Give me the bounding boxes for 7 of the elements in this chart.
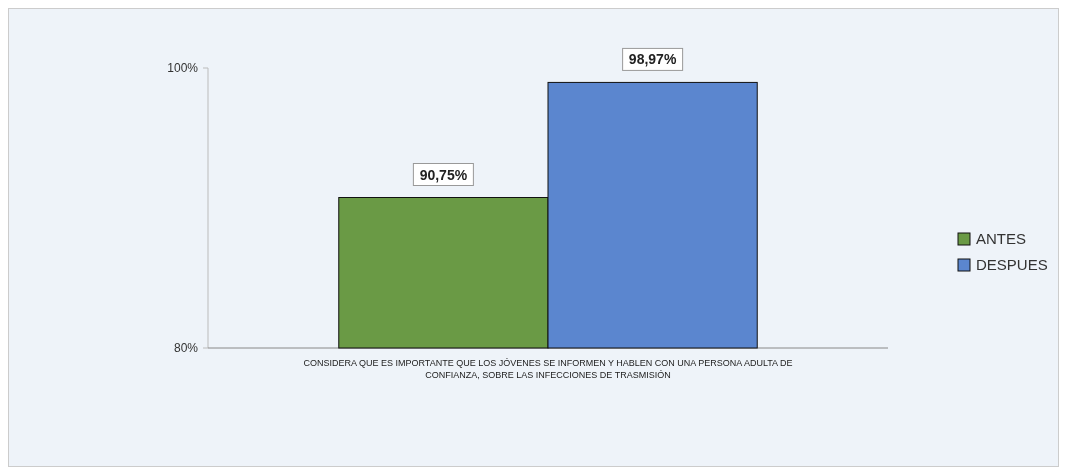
y-tick-label: 100% bbox=[167, 61, 199, 75]
legend-label: ANTES bbox=[976, 230, 1027, 247]
x-tick-label: CONSIDERA QUE ES IMPORTANTE QUE LOS JÓVENES SE INFORMEN Y HABLEN CON UNA PERSONA ADULTA DE CONFIANZA, SOBRE LAS INFECCIONES DE TRASMISIÓN bbox=[303, 358, 793, 380]
legend-label: DESPUES bbox=[976, 256, 1048, 273]
data-label: 90,75% bbox=[419, 166, 468, 183]
y-tick-label: 80% bbox=[173, 341, 199, 355]
data-label: 98,97% bbox=[628, 51, 677, 68]
